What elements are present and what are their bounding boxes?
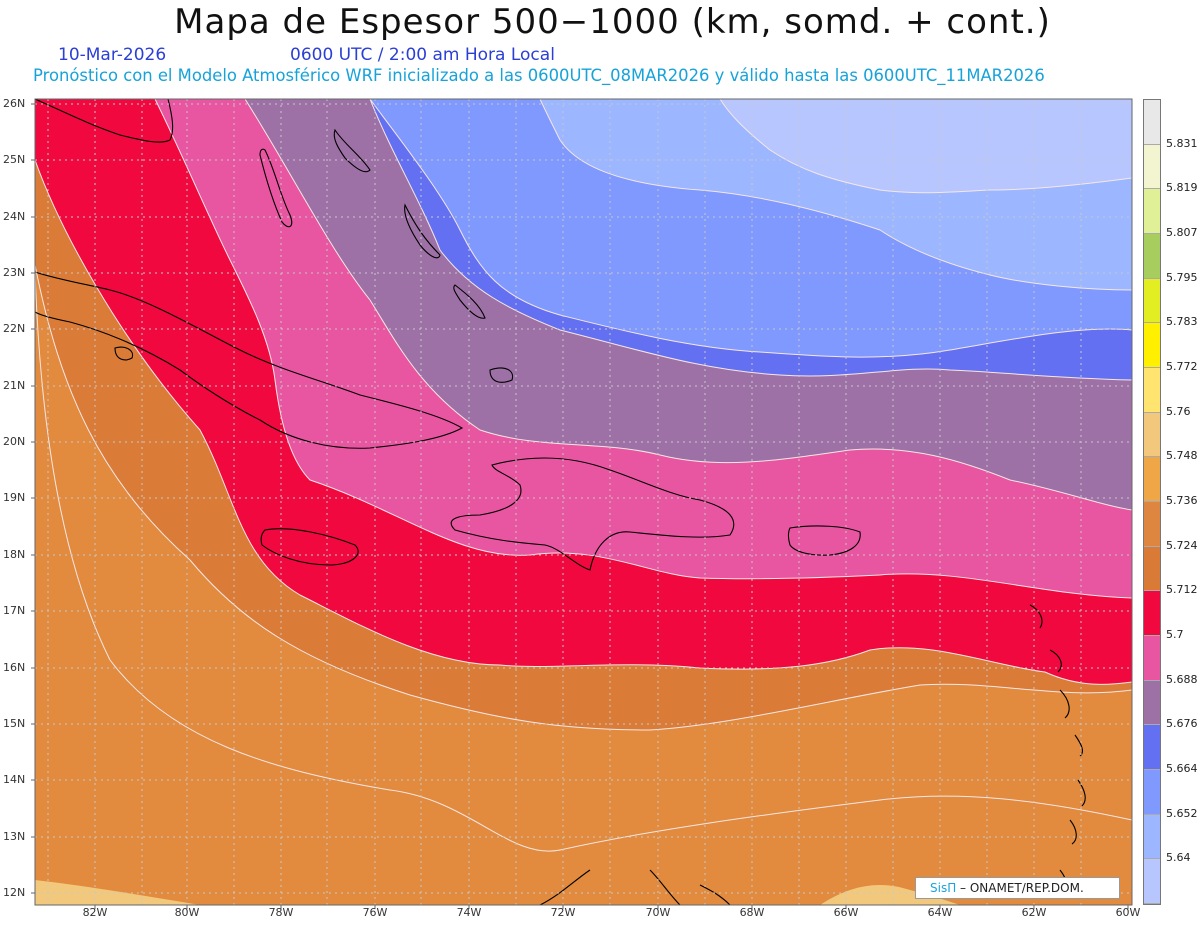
colorbar-swatch: [1144, 234, 1160, 279]
colorbar-level-label: 5.807: [1166, 226, 1198, 239]
lesser-antilles: [1029, 604, 1086, 899]
isla-juventud: [114, 346, 134, 361]
colorbar-level-label: 5.7: [1166, 628, 1184, 641]
lat-label: 24N: [3, 210, 26, 223]
lat-label: 21N: [3, 379, 26, 392]
lon-label: 72W: [550, 906, 576, 919]
lon-label: 82W: [82, 906, 108, 919]
lat-label: 26N: [3, 97, 26, 110]
colorbar-level-label: 5.736: [1166, 494, 1198, 507]
lat-label: 23N: [3, 266, 26, 279]
colorbar-swatch: [1144, 144, 1160, 190]
colorbar-level-label: 5.831: [1166, 136, 1198, 150]
colorbar-level-label: 5.652: [1166, 806, 1198, 820]
lat-label: 22N: [3, 322, 26, 335]
jamaica-coast: [260, 528, 359, 566]
colorbar-swatch: [1144, 859, 1160, 904]
credit-text: – ONAMET/REP.DOM.: [956, 881, 1084, 895]
colorbar-level-label: 5.688: [1166, 672, 1198, 686]
colorbar-swatch: [1144, 100, 1160, 145]
andros-island: [259, 148, 293, 228]
lat-label: 19N: [3, 491, 26, 504]
date-label: 10-Mar-2026: [58, 45, 167, 65]
lon-label: 74W: [456, 906, 482, 919]
thickness-contours: [35, 99, 1132, 852]
lat-label: 17N: [3, 604, 26, 617]
lat-label: 20N: [3, 435, 26, 448]
colorbar-swatch: [1144, 725, 1160, 770]
colorbar-swatch: [1144, 591, 1160, 636]
colorbar-swatch: [1144, 278, 1160, 324]
lon-label: 60W: [1115, 906, 1141, 919]
colorbar-level-label: 5.795: [1166, 270, 1198, 284]
lat-label: 15N: [3, 717, 26, 730]
colorbar-level-label: 5.748: [1166, 449, 1198, 463]
colorbar-swatch: [1144, 770, 1160, 815]
inagua-island: [489, 367, 514, 383]
lon-label: 68W: [739, 906, 765, 919]
utc-time-label: 0600 UTC / 2:00 am Hora Local: [290, 45, 555, 65]
lon-label: 62W: [1021, 906, 1047, 919]
colorbar-level-label: 5.76: [1166, 404, 1191, 418]
credit-box: SisΠ – ONAMET/REP.DOM.: [915, 877, 1120, 899]
lat-label: 12N: [3, 886, 26, 899]
lat-label: 18N: [3, 548, 26, 561]
colorbar-level-label: 5.664: [1166, 762, 1198, 775]
lon-label: 64W: [927, 906, 953, 919]
hispaniola-coast: [450, 457, 735, 571]
lat-label: 13N: [3, 830, 26, 843]
credit-brand: SisΠ: [930, 881, 957, 895]
colorbar-level-label: 5.676: [1166, 717, 1198, 731]
long-island: [453, 284, 486, 319]
colorbar-swatch: [1144, 457, 1160, 502]
lon-label: 78W: [268, 906, 294, 919]
map-frame: [34, 98, 1133, 906]
colorbar-swatch: [1144, 636, 1160, 681]
colorbar: [1143, 99, 1161, 905]
abaco-island: [333, 128, 371, 173]
lon-label: 70W: [645, 906, 671, 919]
cuba-coast: [35, 271, 464, 449]
band-5-748-sw: [35, 880, 200, 905]
colorbar-level-label: 5.783: [1166, 315, 1198, 329]
colorbar-level-label: 5.712: [1166, 583, 1198, 597]
colorbar-swatch: [1144, 368, 1160, 413]
colorbar-swatch: [1144, 814, 1160, 860]
forecast-info: Pronóstico con el Modelo Atmosférico WRF…: [33, 66, 1045, 85]
map-title: Mapa de Espesor 500−1000 (km, somd. + co…: [174, 2, 1051, 42]
puerto-rico-coast: [787, 525, 861, 556]
lon-label: 80W: [174, 906, 200, 919]
band-5-628: [720, 99, 1132, 193]
lat-label: 25N: [3, 153, 26, 166]
colorbar-swatch: [1144, 680, 1160, 726]
colorbar-level-label: 5.772: [1166, 360, 1198, 373]
colorbar-level-label: 5.724: [1166, 538, 1198, 552]
lat-label: 14N: [3, 773, 26, 786]
colorbar-swatch: [1144, 189, 1160, 234]
colorbar-swatch: [1144, 546, 1160, 592]
lon-label: 66W: [833, 906, 859, 919]
coastlines: [35, 99, 1086, 905]
lon-label: 76W: [362, 906, 388, 919]
colorbar-swatch: [1144, 502, 1160, 547]
florida-coast: [35, 99, 174, 143]
colorbar-level-label: 5.64: [1166, 851, 1191, 865]
axis-ticks: [31, 103, 1129, 909]
colorbar-level-label: 5.819: [1166, 181, 1198, 195]
band-5-748-se: [820, 885, 960, 905]
colorbar-swatch: [1144, 323, 1160, 368]
colorbar-swatch: [1144, 412, 1160, 458]
lat-label: 16N: [3, 661, 26, 674]
lat-lon-grid: [35, 99, 1132, 905]
